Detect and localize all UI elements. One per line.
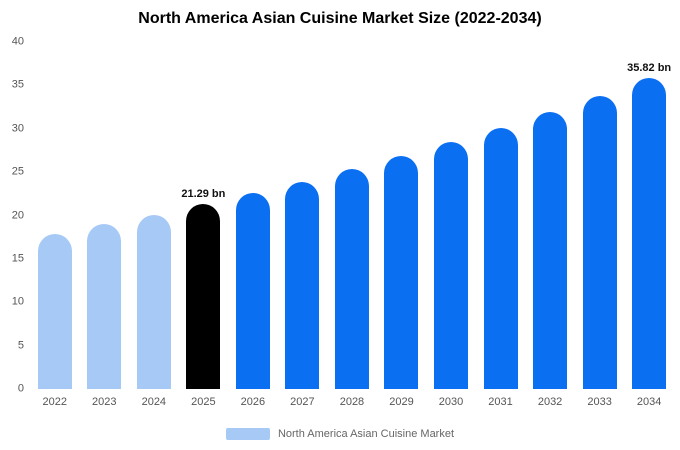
bar-value-label: 35.82 bn [627,62,672,75]
y-tick-label: 30 [11,122,24,135]
bar-2025 [186,204,221,389]
x-tick-label: 2029 [389,396,414,408]
y-tick-label: 35 [11,78,24,91]
bar-slot [80,42,129,389]
x-tick-label: 2031 [488,396,513,408]
bar-slot [427,42,476,389]
chart-title: North America Asian Cuisine Market Size … [138,10,542,27]
bar-2033 [582,95,617,389]
x-tick-label: 2033 [587,396,612,408]
x-tick-label: 2026 [240,396,266,408]
bar-slot [327,42,376,389]
bar-slot [278,42,327,389]
y-tick-label: 40 [11,35,24,48]
bar-2028 [334,169,369,389]
bar-slot: 21.29 bn [179,42,228,389]
x-tick-label: 2025 [191,396,216,408]
bar-2027 [285,181,320,389]
y-axis: 0 5 10 15 20 25 30 35 40 [0,36,26,394]
x-tick-label: 2034 [636,396,662,408]
x-axis: 2022 2023 2024 2025 2026 2027 2028 2029 2030 2031… [30,396,674,408]
bar-2023 [87,224,122,389]
y-tick-label: 20 [11,209,24,221]
x-tick-label: 2024 [141,396,167,408]
x-tick-label: 2023 [92,396,117,408]
y-tick-label: 15 [11,252,24,265]
bar-2026 [235,193,270,389]
x-tick-label: 2028 [339,396,365,408]
bar-slot [228,42,277,389]
bar-slot: 35.82 bn [625,42,674,389]
bar-2034 [632,78,667,389]
bar-2031 [483,127,518,389]
bar-value-label: 21.29 bn [181,188,226,201]
bar-slot [526,42,575,389]
legend: North America Asian Cuisine Market [0,428,680,440]
bar-slot [30,42,79,389]
bar-2032 [533,112,568,389]
y-tick-label: 10 [11,295,24,308]
plot-area: 21.29 bn 35.82 bn [30,42,674,389]
x-tick-label: 2032 [537,396,563,408]
bar-slot [575,42,624,389]
x-tick-label: 2030 [438,396,464,408]
legend-label: North America Asian Cuisine Market [277,428,455,440]
bar-slot [377,42,426,389]
y-tick-label: 0 [17,382,24,395]
legend-swatch [225,428,270,440]
bar-slot [129,42,178,389]
x-tick-label: 2022 [42,396,67,408]
bar-2030 [434,142,469,389]
x-tick-label: 2027 [290,396,315,408]
bar-2022 [37,233,72,389]
y-tick-label: 25 [11,165,24,178]
y-tick-label: 5 [17,339,24,352]
bar-2029 [384,156,419,389]
bar-slot [476,42,525,389]
bar-2024 [136,214,171,389]
